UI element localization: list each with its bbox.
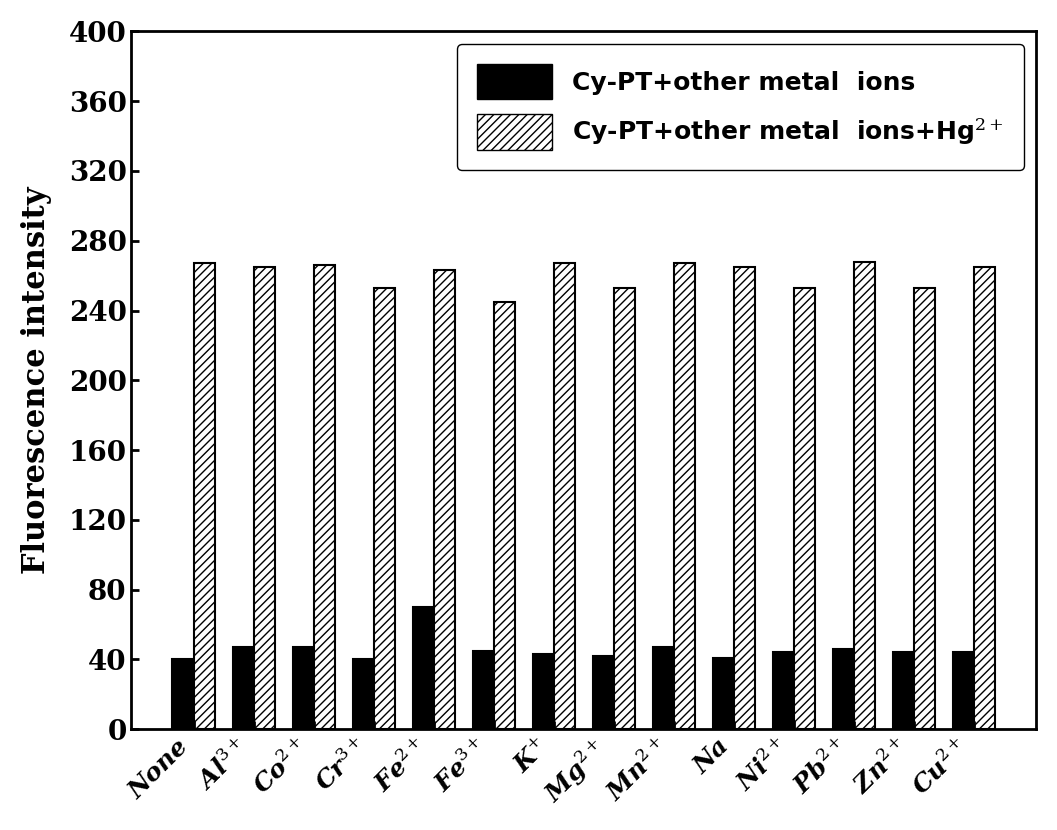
Legend: Cy-PT+other metal  ions, Cy-PT+other metal  ions+Hg$^{2+}$: Cy-PT+other metal ions, Cy-PT+other meta… — [457, 44, 1023, 169]
Bar — [373, 288, 394, 730]
Bar — [494, 302, 515, 730]
Bar — [293, 647, 314, 730]
Bar — [712, 657, 734, 730]
Bar — [193, 263, 215, 730]
Bar — [854, 261, 875, 730]
Bar — [554, 263, 575, 730]
Bar — [533, 654, 554, 730]
Bar — [433, 271, 455, 730]
Bar — [794, 288, 815, 730]
Bar — [833, 649, 854, 730]
Bar — [614, 288, 635, 730]
Bar — [254, 267, 275, 730]
Bar — [734, 267, 755, 730]
Bar — [673, 263, 694, 730]
Bar — [914, 288, 935, 730]
Y-axis label: Fluorescence intensity: Fluorescence intensity — [21, 187, 52, 574]
Bar — [233, 647, 254, 730]
Bar — [472, 651, 494, 730]
Bar — [953, 652, 973, 730]
Bar — [893, 652, 914, 730]
Bar — [353, 660, 373, 730]
Bar — [653, 647, 673, 730]
Bar — [973, 267, 995, 730]
Bar — [773, 652, 794, 730]
Bar — [314, 265, 335, 730]
Bar — [172, 660, 193, 730]
Bar — [593, 656, 614, 730]
Bar — [412, 607, 433, 730]
